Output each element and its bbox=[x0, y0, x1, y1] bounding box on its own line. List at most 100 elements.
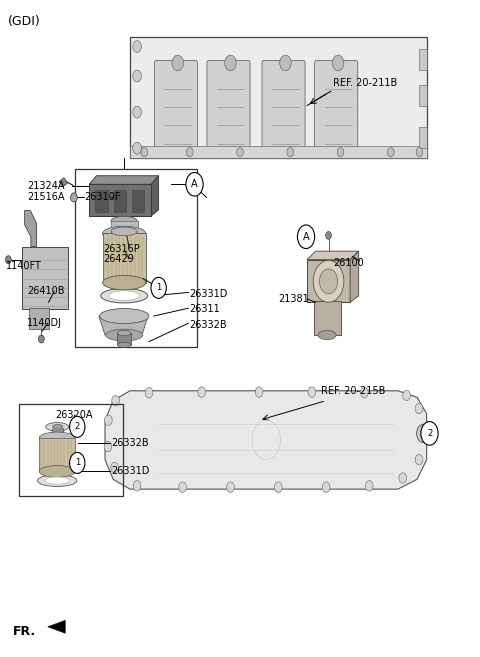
Text: 26331D: 26331D bbox=[111, 466, 149, 476]
Ellipse shape bbox=[39, 432, 75, 444]
Ellipse shape bbox=[111, 216, 137, 225]
Text: 1: 1 bbox=[75, 459, 80, 467]
Polygon shape bbox=[152, 175, 158, 215]
Bar bbox=[420, 127, 427, 148]
Text: 26332B: 26332B bbox=[190, 320, 228, 330]
Text: 26331D: 26331D bbox=[190, 289, 228, 299]
Bar bbox=[111, 221, 138, 231]
Circle shape bbox=[417, 424, 430, 443]
Ellipse shape bbox=[50, 424, 64, 430]
Circle shape bbox=[225, 55, 236, 71]
Circle shape bbox=[337, 148, 344, 157]
Circle shape bbox=[151, 277, 166, 298]
Circle shape bbox=[133, 41, 142, 53]
Polygon shape bbox=[24, 210, 36, 246]
Ellipse shape bbox=[46, 422, 69, 431]
Text: 1140FT: 1140FT bbox=[5, 261, 41, 271]
Circle shape bbox=[5, 256, 11, 263]
Ellipse shape bbox=[45, 477, 70, 484]
Circle shape bbox=[332, 55, 344, 71]
Ellipse shape bbox=[103, 226, 146, 240]
Text: 26311: 26311 bbox=[190, 304, 220, 314]
Circle shape bbox=[70, 453, 85, 474]
Circle shape bbox=[399, 473, 407, 484]
Bar bbox=[130, 147, 427, 158]
Circle shape bbox=[38, 335, 44, 343]
Ellipse shape bbox=[37, 475, 77, 486]
Polygon shape bbox=[48, 620, 65, 633]
Bar bbox=[425, 428, 434, 440]
Circle shape bbox=[415, 403, 423, 414]
Circle shape bbox=[133, 106, 142, 118]
Ellipse shape bbox=[99, 309, 149, 324]
Circle shape bbox=[71, 193, 77, 202]
Circle shape bbox=[70, 417, 85, 438]
Circle shape bbox=[145, 388, 153, 398]
Ellipse shape bbox=[118, 330, 131, 336]
Circle shape bbox=[323, 482, 330, 492]
Bar bbox=[52, 427, 63, 438]
Circle shape bbox=[186, 173, 203, 196]
FancyBboxPatch shape bbox=[155, 60, 197, 151]
Circle shape bbox=[198, 387, 205, 397]
Text: A: A bbox=[191, 179, 198, 189]
FancyBboxPatch shape bbox=[262, 60, 305, 151]
Polygon shape bbox=[59, 177, 68, 187]
Text: 21516A: 21516A bbox=[27, 193, 64, 202]
Circle shape bbox=[360, 388, 368, 398]
Circle shape bbox=[111, 463, 119, 473]
Circle shape bbox=[387, 148, 394, 157]
Circle shape bbox=[186, 148, 193, 157]
Polygon shape bbox=[99, 316, 148, 335]
Bar bbox=[75, 169, 197, 347]
Ellipse shape bbox=[39, 466, 75, 478]
Circle shape bbox=[237, 148, 243, 157]
Circle shape bbox=[227, 482, 234, 492]
Text: (GDI): (GDI) bbox=[8, 15, 41, 28]
Circle shape bbox=[112, 396, 120, 406]
Ellipse shape bbox=[52, 424, 63, 429]
Text: 26100: 26100 bbox=[333, 258, 364, 268]
Text: 2: 2 bbox=[427, 429, 432, 438]
Text: 26310F: 26310F bbox=[84, 193, 121, 202]
Bar bbox=[22, 246, 68, 309]
Bar bbox=[132, 190, 144, 212]
Bar bbox=[39, 438, 75, 472]
Circle shape bbox=[298, 225, 315, 248]
Circle shape bbox=[172, 55, 183, 71]
Circle shape bbox=[275, 482, 282, 492]
Circle shape bbox=[308, 387, 316, 397]
Circle shape bbox=[421, 422, 438, 445]
Ellipse shape bbox=[111, 227, 137, 236]
Polygon shape bbox=[130, 37, 427, 158]
Bar bbox=[420, 85, 427, 106]
Circle shape bbox=[403, 390, 410, 401]
Bar bbox=[96, 190, 108, 212]
Ellipse shape bbox=[318, 330, 336, 340]
Text: FR.: FR. bbox=[12, 625, 36, 638]
Circle shape bbox=[280, 55, 291, 71]
Bar bbox=[29, 307, 48, 328]
Circle shape bbox=[417, 428, 425, 439]
Polygon shape bbox=[307, 260, 350, 302]
Bar bbox=[114, 190, 126, 212]
Bar bbox=[103, 233, 146, 283]
Circle shape bbox=[320, 269, 337, 294]
Circle shape bbox=[255, 387, 263, 397]
Circle shape bbox=[287, 148, 294, 157]
Polygon shape bbox=[89, 184, 152, 215]
Text: REF. 20-215B: REF. 20-215B bbox=[322, 386, 386, 396]
Polygon shape bbox=[105, 391, 427, 489]
Circle shape bbox=[133, 70, 142, 82]
Text: A: A bbox=[303, 232, 310, 242]
Text: 21324A: 21324A bbox=[27, 181, 64, 191]
Text: REF. 20-211B: REF. 20-211B bbox=[333, 78, 397, 87]
Ellipse shape bbox=[101, 288, 148, 303]
Ellipse shape bbox=[103, 275, 146, 290]
Text: 1140DJ: 1140DJ bbox=[27, 318, 62, 328]
Circle shape bbox=[105, 415, 112, 426]
Polygon shape bbox=[307, 251, 359, 260]
Text: 26320A: 26320A bbox=[56, 410, 93, 420]
Text: 2: 2 bbox=[75, 422, 80, 432]
FancyBboxPatch shape bbox=[315, 60, 358, 151]
